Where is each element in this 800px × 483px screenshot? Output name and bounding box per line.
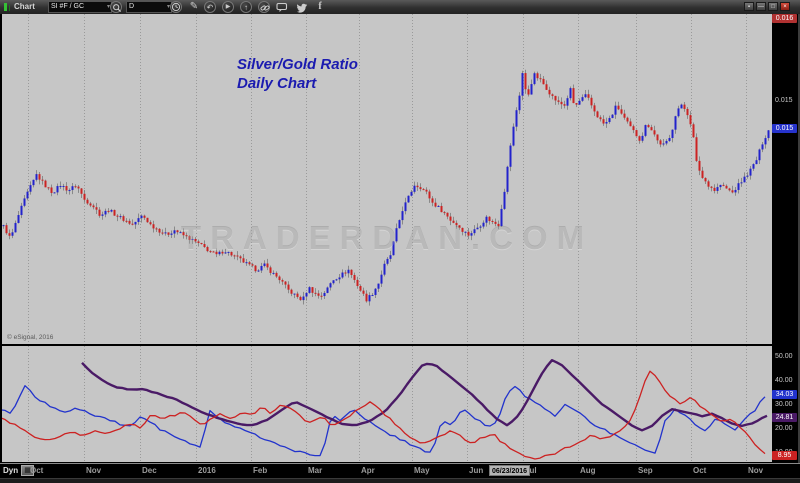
play-icon: ▶: [225, 4, 231, 10]
time-tick-feb: Feb: [253, 466, 268, 475]
titlebar: Chart SI #F / GC ▾ D ▾ ✎ ↶: [0, 0, 800, 15]
time-axis[interactable]: Dyn ▦ Oct Nov Dec 2016 Feb Mar Apr May Jun Jul Aug…: [0, 463, 800, 478]
month-gridlines: [28, 346, 747, 462]
link-button[interactable]: [258, 1, 270, 13]
indicator-value-box-ADX: 24.81: [772, 413, 797, 422]
chart-annotation-title: Silver/Gold Ratio Daily Chart: [237, 56, 358, 92]
time-tick-dec: Dec: [142, 466, 157, 475]
price-high-box: 0.016: [772, 14, 797, 23]
time-tick-may: May: [414, 466, 430, 475]
dmi-line-minusDI: [2, 370, 766, 460]
indicator-grid-label: 50.00: [775, 353, 793, 360]
window-bottom-border: [0, 478, 800, 483]
clock-icon: [171, 2, 181, 12]
symbol-input[interactable]: SI #F / GC ▾: [48, 1, 112, 13]
time-tick-aug: Aug: [580, 466, 596, 475]
undo-button[interactable]: ↶: [204, 1, 216, 13]
selected-date-box: 06/23/2016: [489, 465, 531, 476]
time-tick-nov: Nov: [748, 466, 764, 475]
up-candles: [2, 73, 770, 302]
interval-dropdown-icon[interactable]: ▾: [166, 4, 170, 10]
forward-button[interactable]: ▶: [222, 1, 234, 13]
time-settings-button[interactable]: [170, 1, 182, 13]
price-axis[interactable]: 0.0160.0150.01550.0040.0030.0020.0010.00…: [772, 14, 798, 463]
symbol-search-button[interactable]: [110, 1, 122, 13]
time-tick-oct: Oct: [693, 466, 707, 475]
time-tick-mar: Mar: [308, 466, 323, 475]
minimize-button[interactable]: ―: [756, 2, 766, 11]
time-tick-sep: Sep: [638, 466, 653, 475]
comment-button[interactable]: [276, 1, 288, 13]
twitter-button[interactable]: [296, 1, 308, 13]
interval-input[interactable]: D ▾: [126, 1, 172, 13]
dmi-line-ADX: [81, 358, 768, 432]
chart-app-icon: [4, 3, 7, 11]
candlestick-chart-canvas[interactable]: [2, 14, 772, 344]
indicator-value-box-plusDI: 34.03: [772, 390, 797, 399]
time-tick-nov: Nov: [86, 466, 102, 475]
time-tick-oct: Oct: [30, 466, 44, 475]
up-arrow-icon: ↑: [244, 3, 248, 12]
window-title: Chart: [14, 2, 35, 11]
down-candles: [5, 73, 734, 302]
dyn-scale-label: Dyn: [3, 466, 19, 475]
restore-button[interactable]: □: [768, 2, 778, 11]
last-price-box: 0.015: [772, 124, 797, 133]
dmi-indicator-plot[interactable]: [2, 346, 772, 462]
main-price-plot[interactable]: Silver/Gold Ratio Daily Chart TRADERDAN.C…: [2, 14, 772, 344]
symbol-dropdown-icon[interactable]: ▾: [106, 4, 110, 10]
symbol-value: SI #F / GC: [51, 3, 85, 10]
window-right-border: [798, 14, 800, 483]
draw-pencil-button[interactable]: ✎: [188, 1, 200, 13]
dmi-line-plusDI: [2, 385, 766, 457]
facebook-button[interactable]: f: [314, 1, 326, 13]
facebook-f-icon: f: [318, 1, 322, 12]
indicator-value-box-minusDI: 8.95: [772, 451, 797, 460]
time-tick-2016: 2016: [198, 466, 216, 475]
indicator-grid-label: 20.00: [775, 425, 793, 432]
twitter-bird-icon: [297, 3, 307, 13]
speech-bubble-icon: [276, 2, 288, 12]
time-tick-apr: Apr: [361, 466, 375, 475]
candle-wicks: [3, 69, 769, 306]
month-gridlines: [28, 14, 747, 344]
time-tick-jun: Jun: [469, 466, 484, 475]
publish-button[interactable]: ↑: [240, 1, 252, 13]
dyn-scale-lock-button[interactable]: ▦: [21, 465, 34, 476]
undo-arrow-icon: ↶: [206, 3, 214, 12]
indicator-grid-label: 30.00: [775, 401, 793, 408]
indicator-grid-label: 40.00: [775, 377, 793, 384]
dmi-chart-canvas[interactable]: [2, 346, 772, 462]
pin-window-button[interactable]: ▪: [744, 2, 754, 11]
esignal-copyright: © eSignal, 2016: [7, 334, 54, 341]
close-button[interactable]: ×: [780, 2, 790, 11]
watermark-text: TRADERDAN.COM: [180, 219, 594, 256]
link-icon: [260, 5, 270, 11]
pencil-icon: ✎: [189, 1, 199, 12]
interval-value: D: [129, 3, 135, 10]
price-grid-label: 0.015: [775, 97, 793, 104]
magnifier-icon: [113, 4, 122, 13]
time-tick-jul: Jul: [525, 466, 537, 475]
